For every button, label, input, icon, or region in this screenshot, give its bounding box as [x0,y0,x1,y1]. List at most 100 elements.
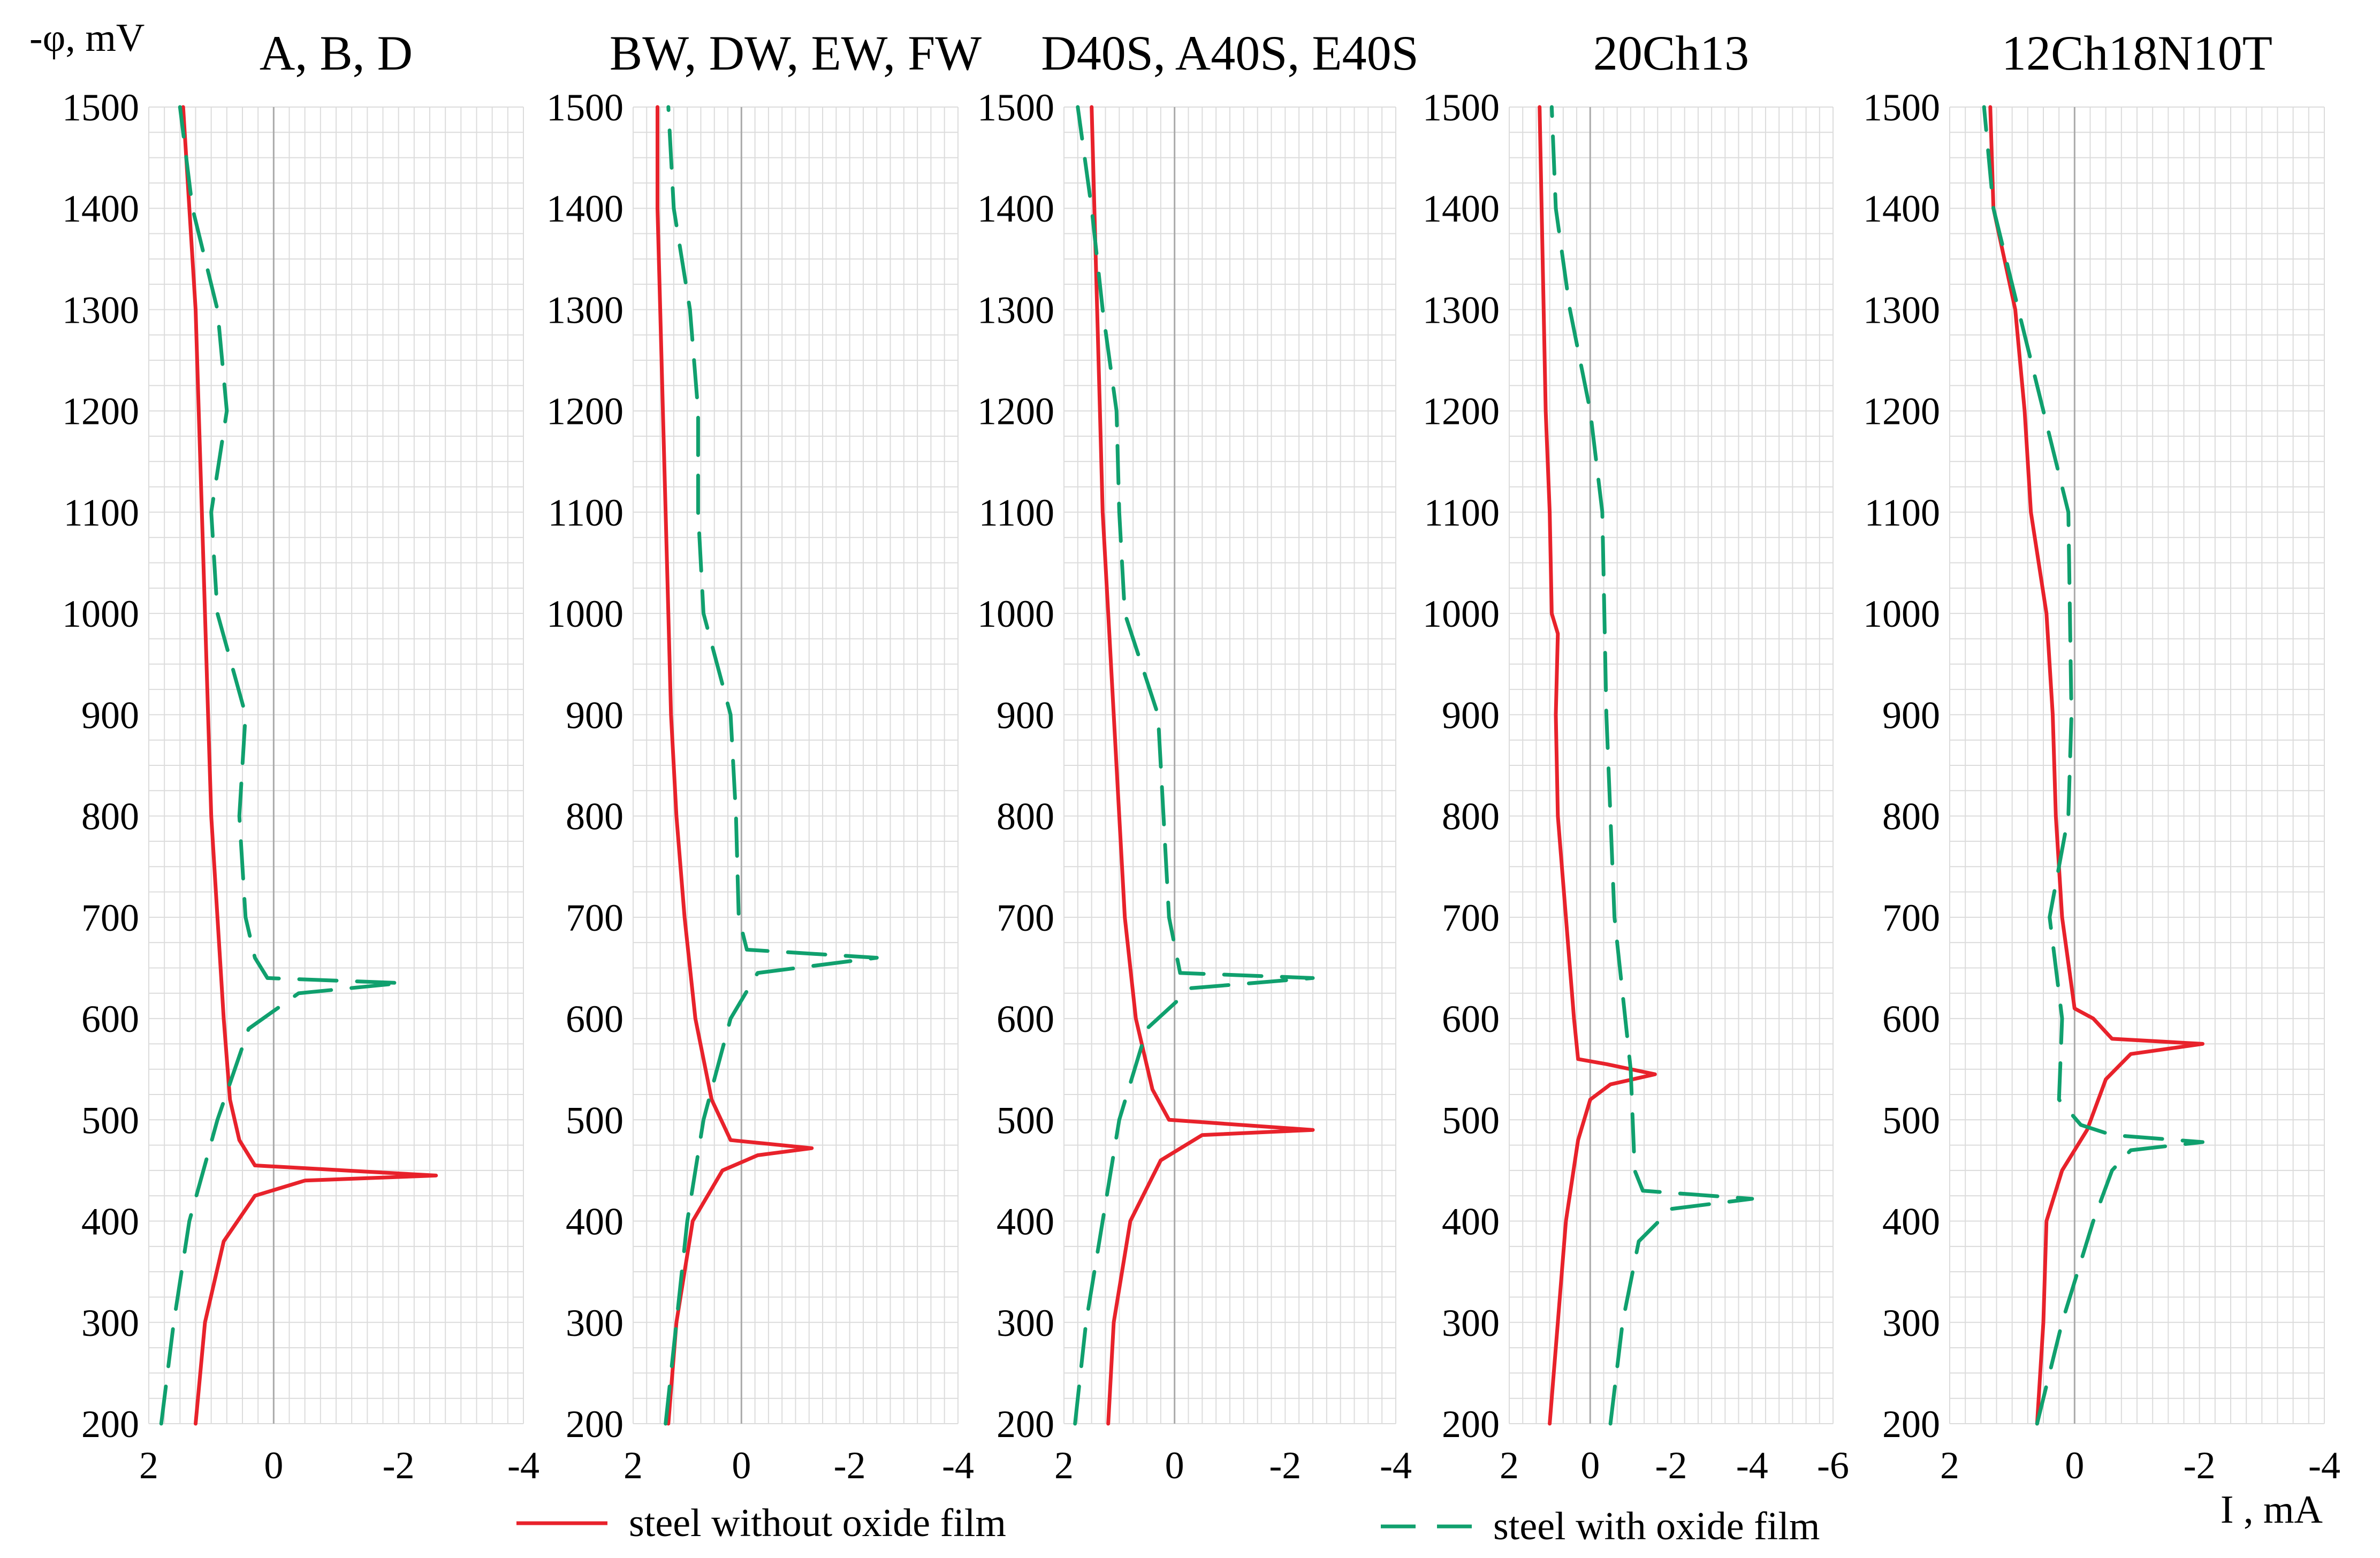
y-tick-label: 700 [81,896,139,939]
y-tick-label: 1100 [1424,491,1500,534]
y-tick-label: 900 [1442,694,1500,736]
grid [1949,107,2325,1424]
series-line-with-oxide [159,105,404,1426]
chart-panel-3: D40S, A40S, E40S 1500 1400 1300 1200 1100 1000… [977,26,1419,1487]
y-tick-label: 400 [1442,1200,1500,1243]
y-tick-label: 1200 [1423,390,1500,433]
y-tick-label: 900 [997,694,1054,736]
series-line-without-oxide [1538,105,1657,1426]
y-tick-label: 1000 [1423,592,1500,635]
y-axis-label: -φ, mV [29,16,145,60]
y-tick-label: 1300 [1423,288,1500,331]
y-tick-label: 1300 [977,288,1054,331]
y-tick-label: 1300 [1863,288,1940,331]
y-tick-label: 1000 [62,592,139,635]
grid [1063,107,1396,1424]
y-tick-label: 300 [1442,1302,1500,1344]
y-tick-label: 1000 [546,592,623,635]
y-tick-label: 500 [1882,1099,1940,1142]
y-tick-label: 1500 [1423,86,1500,129]
y-tick-label: 600 [997,998,1054,1040]
y-tick-label: 700 [1882,896,1940,939]
chart-title: 12Ch18N10T [2002,26,2272,80]
y-tick-label: 900 [566,694,623,736]
x-tick-label: -6 [1817,1444,1849,1487]
series-line-without-oxide [181,105,438,1426]
y-tick-label: 900 [1882,694,1940,736]
y-tick-label: 1200 [546,390,623,433]
y-tick-label: 200 [566,1403,623,1446]
x-tick-label: 0 [2065,1444,2084,1487]
x-tick-label: -4 [2308,1444,2340,1487]
series-line-without-oxide [1988,105,2204,1426]
y-tick-label: 800 [1442,795,1500,838]
y-tick-label: 400 [81,1200,139,1243]
y-tick-label: 1300 [62,288,139,331]
legend-label-without: steel without oxide film [629,1501,1006,1545]
y-tick-label: 300 [1882,1302,1940,1344]
chart-title: BW, DW, EW, FW [610,26,982,80]
x-tick-label: -4 [507,1444,539,1487]
y-tick-label: 400 [566,1200,623,1243]
y-tick-label: 600 [566,998,623,1040]
y-tick-label: 1400 [977,187,1054,230]
y-tick-label: 900 [81,694,139,736]
y-tick-label: 800 [566,795,623,838]
y-tick-label: 1200 [62,390,139,433]
y-tick-label: 1400 [1423,187,1500,230]
y-tick-label: 1300 [546,288,623,331]
x-axis-label: I , mA [2221,1488,2323,1532]
y-tick-label: 600 [1882,998,1940,1040]
x-tick-label: 2 [623,1444,643,1487]
y-tick-label: 700 [566,896,623,939]
x-tick-label: 2 [1054,1444,1074,1487]
x-tick-label: -4 [942,1444,974,1487]
y-tick-label: 400 [1882,1200,1940,1243]
x-tick-label: 0 [1580,1444,1600,1487]
grid [633,107,959,1424]
series-line-without-oxide [1090,105,1315,1426]
x-tick-label: 2 [1940,1444,1959,1487]
y-tick-label: 300 [81,1302,139,1344]
x-tick-label: 0 [1165,1444,1184,1487]
y-tick-label: 1400 [1863,187,1940,230]
x-tick-label: 0 [264,1444,283,1487]
y-tick-label: 800 [81,795,139,838]
legend: steel without oxide film steel with oxid… [516,1501,1820,1548]
y-tick-label: 300 [997,1302,1054,1344]
chart-panel-1: A, B, D 1500 1400 1300 1200 1100 1000 900 800 700… [62,26,539,1487]
y-tick-label: 700 [1442,896,1500,939]
y-tick-label: 500 [81,1099,139,1142]
y-tick-label: 200 [997,1403,1054,1446]
series-line-with-oxide [1982,105,2204,1426]
chart-title: A, B, D [260,26,413,80]
y-tick-label: 500 [566,1099,623,1142]
y-tick-label: 200 [1442,1403,1500,1446]
chart-panel-2: BW, DW, EW, FW 1500 1400 1300 1200 1100 1000 90… [546,26,982,1487]
y-tick-label: 800 [1882,795,1940,838]
y-tick-label: 1000 [1863,592,1940,635]
y-tick-label: 300 [566,1302,623,1344]
y-tick-label: 500 [1442,1099,1500,1142]
y-tick-label: 1200 [977,390,1054,433]
x-tick-label: -2 [1655,1444,1687,1487]
x-tick-label: -4 [1380,1444,1412,1487]
y-tick-label: 600 [81,998,139,1040]
y-tick-label: 800 [997,795,1054,838]
legend-label-with: steel with oxide film [1493,1504,1820,1548]
x-tick-label: -2 [834,1444,866,1487]
series-line-with-oxide [1549,105,1754,1426]
chart-panel-5: 12Ch18N10T 1500 1400 1300 1200 1100 1000 900 800… [1863,26,2340,1487]
y-tick-label: 1500 [62,86,139,129]
chart-title: D40S, A40S, E40S [1041,26,1419,80]
y-tick-label: 1100 [548,491,623,534]
y-tick-label: 200 [81,1403,139,1446]
y-tick-label: 200 [1882,1403,1940,1446]
x-tick-label: 2 [1500,1444,1519,1487]
chart-panels: A, B, D 1500 1400 1300 1200 1100 1000 900 800 700… [62,26,2340,1487]
y-tick-label: 1400 [546,187,623,230]
y-tick-label: 1500 [546,86,623,129]
y-tick-label: 1100 [1865,491,1940,534]
y-tick-label: 700 [997,896,1054,939]
